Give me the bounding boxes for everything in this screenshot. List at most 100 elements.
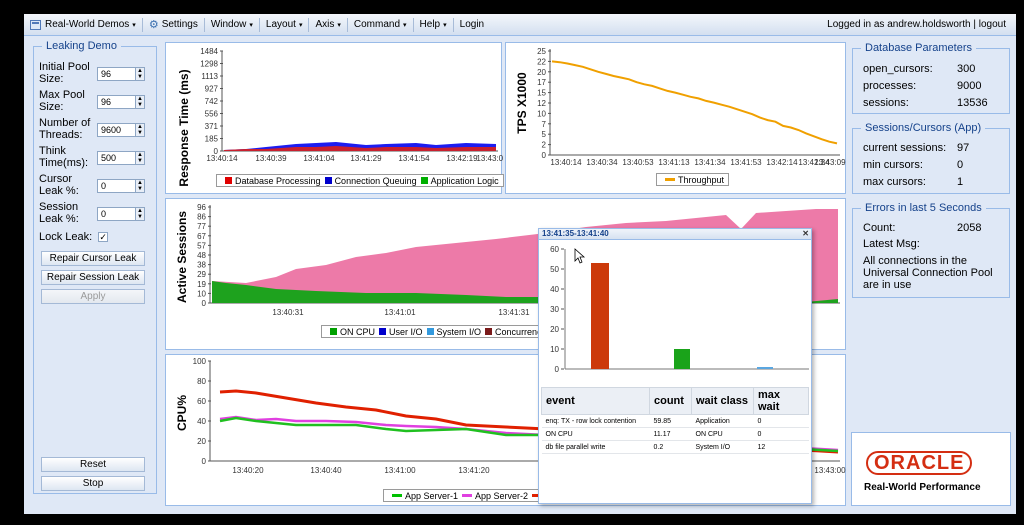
x-tick-label: 13:41:54	[398, 154, 430, 163]
popup-bar-chart: 60 50 40 30 20 10 0	[550, 245, 809, 374]
menu-command[interactable]: Command ▾	[353, 19, 407, 30]
column-header-wait-class[interactable]: wait class	[691, 387, 754, 415]
logout-link[interactable]: logout	[978, 19, 1006, 30]
menu-bar: Real-World Demos ▾ ⚙ Settings Window ▾ Lay…	[24, 14, 1016, 36]
panel-title: Leaking Demo	[42, 40, 121, 52]
y-tick-label: 1298	[200, 60, 218, 69]
spinner-icon[interactable]: ▲ ▼	[135, 151, 145, 165]
spinner-icon[interactable]: ▲ ▼	[135, 95, 145, 109]
database-processing-series	[224, 146, 496, 151]
close-icon[interactable]: ✕	[802, 229, 809, 238]
sessions-label: sessions:	[863, 97, 909, 109]
sessions-cursors-panel: Sessions/Cursors (App) current sessions:…	[852, 122, 1010, 194]
think-time-row: Think Time(ms): 500 ▲ ▼	[39, 145, 153, 171]
column-header-max-wait[interactable]: max wait	[753, 387, 809, 415]
y-axis-label: Active Sessions	[175, 211, 189, 303]
table-row[interactable]: ON CPU 11.17 ON CPU 0	[541, 427, 809, 441]
initial-pool-size-row: Initial Pool Size: 96 ▲ ▼	[39, 61, 153, 87]
x-tick-label: 13:41:34	[694, 158, 726, 167]
latest-msg-line: All connections in the	[863, 255, 967, 267]
sessions-value: 13536	[957, 97, 988, 109]
app-window: Real-World Demos ▾ ⚙ Settings Window ▾ Lay…	[24, 14, 1016, 514]
spinner-icon[interactable]: ▲ ▼	[135, 179, 145, 193]
cursor-leak-input[interactable]: 0 ▲ ▼	[97, 179, 145, 193]
x-tick-label: 13:43:00	[814, 466, 846, 475]
session-leak-input[interactable]: 0 ▲ ▼	[97, 207, 145, 221]
branding-subtitle: Real-World Performance	[864, 482, 981, 493]
throughput-chart: TPS X1000 25 22 20 17 15 12 10 7 5 2 0 13:40:14 13:…	[505, 42, 846, 194]
y-tick-label: 0	[202, 457, 207, 466]
legend-swatch-connection-queuing	[324, 177, 332, 184]
menu-real-world-demos[interactable]: Real-World Demos ▾	[24, 14, 142, 36]
processes-label: processes:	[863, 80, 917, 92]
x-tick-label: 13:43:09	[476, 154, 503, 163]
column-header-event[interactable]: event	[541, 387, 650, 415]
menu-login[interactable]: Login	[459, 19, 485, 30]
processes-value: 9000	[957, 80, 982, 92]
y-tick-label: 48	[197, 251, 206, 260]
x-tick-label: 13:40:14	[206, 154, 238, 163]
spinner-icon[interactable]: ▲ ▼	[135, 207, 145, 221]
think-time-input[interactable]: 500 ▲ ▼	[97, 151, 145, 165]
y-tick-label: 57	[197, 241, 206, 250]
y-tick-label: 1113	[201, 72, 218, 81]
menu-help[interactable]: Help ▾	[419, 19, 447, 30]
panel-title: Sessions/Cursors (App)	[861, 122, 986, 134]
y-tick-label: 20	[550, 325, 559, 334]
popup-header[interactable]: 13:41:35-13:41:40 ✕	[539, 229, 811, 240]
y-axis-label: TPS X1000	[515, 72, 529, 134]
current-sessions-value: 97	[957, 142, 970, 154]
x-tick-label: 13:43:09	[814, 158, 846, 167]
x-tick-label: 13:40:40	[310, 466, 342, 475]
spinner-icon[interactable]: ▲ ▼	[135, 123, 145, 137]
legend-swatch-throughput	[665, 178, 675, 181]
max-cursors-label: max cursors:	[863, 176, 926, 188]
menu-window[interactable]: Window ▾	[210, 19, 253, 30]
y-tick-label: 17	[537, 78, 546, 87]
max-pool-size-row: Max Pool Size: 96 ▲ ▼	[39, 89, 153, 115]
reset-button[interactable]: Reset	[41, 457, 145, 472]
app-icon	[30, 19, 41, 30]
lock-leak-checkbox[interactable]: ✓	[98, 232, 109, 243]
table-row[interactable]: enq: TX - row lock contention 59.85 Applic…	[541, 414, 809, 428]
session-leak-row: Session Leak %: 0 ▲ ▼	[39, 201, 153, 227]
y-tick-label: 19	[197, 280, 206, 289]
drilldown-popup: 13:41:35-13:41:40 ✕ 60 50 40 30 20 10 0 event …	[538, 228, 812, 504]
repair-session-leak-button[interactable]: Repair Session Leak	[41, 270, 145, 285]
bar-on-cpu	[674, 349, 690, 369]
x-tick-label: 13:40:14	[550, 158, 582, 167]
y-tick-label: 927	[205, 85, 219, 94]
x-tick-label: 13:40:20	[232, 466, 264, 475]
initial-pool-size-input[interactable]: 96 ▲ ▼	[97, 67, 145, 81]
error-count-label: Count:	[863, 222, 896, 234]
legend-swatch-app-server-1	[392, 494, 402, 497]
x-tick-label: 13:42:34	[798, 158, 830, 167]
column-header-count[interactable]: count	[649, 387, 692, 415]
apply-button[interactable]: Apply	[41, 289, 145, 304]
repair-cursor-leak-button[interactable]: Repair Cursor Leak	[41, 251, 145, 266]
max-pool-size-input[interactable]: 96 ▲ ▼	[97, 95, 145, 109]
x-tick-label: 13:41:04	[303, 154, 335, 163]
oracle-logo: ORACLE	[866, 451, 973, 475]
y-tick-label: 86	[197, 213, 206, 222]
y-tick-label: 185	[205, 135, 219, 144]
menu-layout[interactable]: Layout ▾	[265, 19, 303, 30]
y-tick-label: 60	[550, 245, 559, 254]
table-row[interactable]: db file parallel write 0.2 System I/O 12	[541, 440, 809, 454]
user-info: Logged in as andrew.holdsworth | logout	[827, 19, 1006, 30]
stop-button[interactable]: Stop	[41, 476, 145, 491]
y-tick-label: 0	[555, 365, 560, 374]
legend-swatch-system-io	[426, 328, 434, 335]
menu-axis[interactable]: Axis ▾	[315, 19, 341, 30]
y-tick-label: 742	[205, 97, 219, 106]
y-tick-label: 10	[550, 345, 559, 354]
menu-settings[interactable]: ⚙ Settings	[148, 19, 198, 31]
cpu-legend: App Server-1 App Server-2	[383, 489, 551, 502]
spinner-icon[interactable]: ▲ ▼	[135, 67, 145, 81]
on-cpu-series	[212, 281, 838, 303]
y-tick-label: 0	[214, 147, 219, 156]
number-of-threads-input[interactable]: 9600 ▲ ▼	[97, 123, 145, 137]
popup-event-table: event count wait class max wait enq: TX …	[541, 387, 809, 454]
y-tick-label: 0	[202, 299, 207, 308]
chevron-down-icon: ▾	[132, 21, 136, 29]
